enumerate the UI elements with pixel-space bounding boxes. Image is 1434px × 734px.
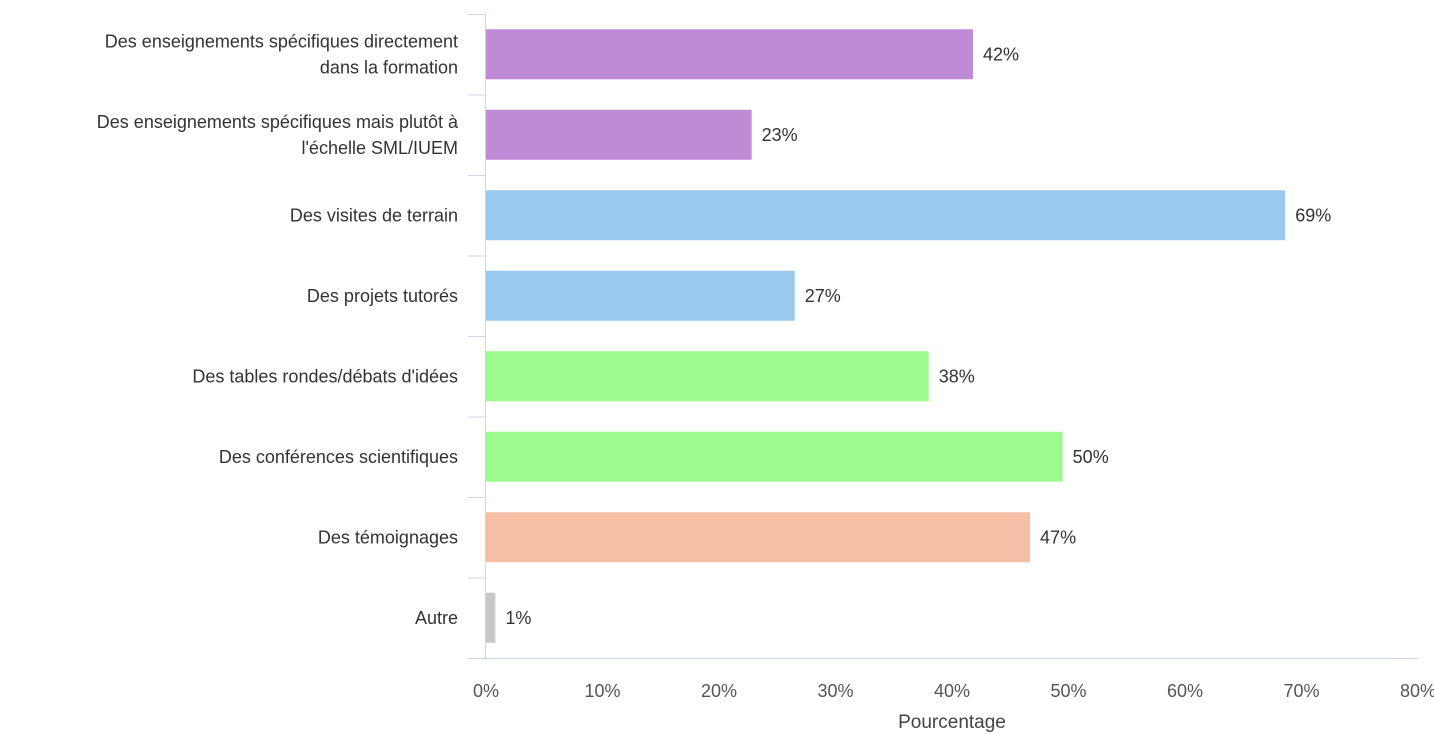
x-tick-label: 50% [1050, 681, 1086, 701]
x-tick-label: 40% [934, 681, 970, 701]
bar-value-label: 42% [983, 44, 1019, 64]
category-label: Autre [415, 608, 458, 628]
category-label-line: Autre [415, 608, 458, 628]
bar-value-label: 27% [805, 286, 841, 306]
x-tick-label: 80% [1400, 681, 1434, 701]
category-label-line: Des visites de terrain [290, 205, 458, 225]
category-label-line: dans la formation [320, 57, 458, 77]
category-label-line: Des enseignements spécifiques directemen… [105, 31, 458, 51]
bar-value-label: 50% [1073, 447, 1109, 467]
category-label-line: Des enseignements spécifiques mais plutô… [97, 112, 459, 132]
bar[interactable] [486, 270, 795, 321]
category-tick-marks [468, 14, 486, 659]
bar[interactable] [486, 431, 1063, 482]
bar-value-label: 38% [939, 366, 975, 386]
x-tick-label: 30% [817, 681, 853, 701]
category-label: Des témoignages [318, 527, 458, 547]
category-label-line: Des projets tutorés [307, 286, 458, 306]
bar-value-label: 47% [1040, 527, 1076, 547]
x-axis-title: Pourcentage [898, 712, 1006, 733]
x-tick-labels: 0% 10% 20% 30% 40% 50% 60% 70% 80% [473, 681, 1434, 701]
bar[interactable] [486, 109, 752, 160]
bar[interactable] [486, 512, 1031, 563]
category-label: Des tables rondes/débats d'idées [192, 366, 458, 386]
category-label-line: Des témoignages [318, 527, 458, 547]
category-label-line: l'échelle SML/IUEM [302, 138, 459, 158]
category-label: Des enseignements spécifiques directemen… [105, 31, 458, 77]
x-tick-label: 70% [1283, 681, 1319, 701]
bar-value-label: 1% [505, 608, 531, 628]
category-label-line: Des tables rondes/débats d'idées [192, 366, 458, 386]
bar[interactable] [486, 351, 929, 402]
x-tick-label: 20% [701, 681, 737, 701]
value-labels: 42% 23% 69% 27% 38% 50% 47% 1% [505, 44, 1331, 628]
category-label: Des projets tutorés [307, 286, 458, 306]
x-tick-label: 10% [584, 681, 620, 701]
bar[interactable] [486, 190, 1286, 241]
bar-value-label: 69% [1295, 205, 1331, 225]
category-label-line: Des conférences scientifiques [219, 447, 458, 467]
bars [486, 29, 1286, 643]
category-label: Des enseignements spécifiques mais plutô… [97, 112, 459, 158]
category-label: Des conférences scientifiques [219, 447, 458, 467]
x-tick-label: 60% [1167, 681, 1203, 701]
bar-value-label: 23% [762, 125, 798, 145]
category-labels: Des enseignements spécifiques directemen… [97, 31, 459, 628]
x-tick-label: 0% [473, 681, 499, 701]
bar[interactable] [486, 29, 973, 80]
category-label: Des visites de terrain [290, 205, 458, 225]
bar[interactable] [486, 592, 496, 643]
